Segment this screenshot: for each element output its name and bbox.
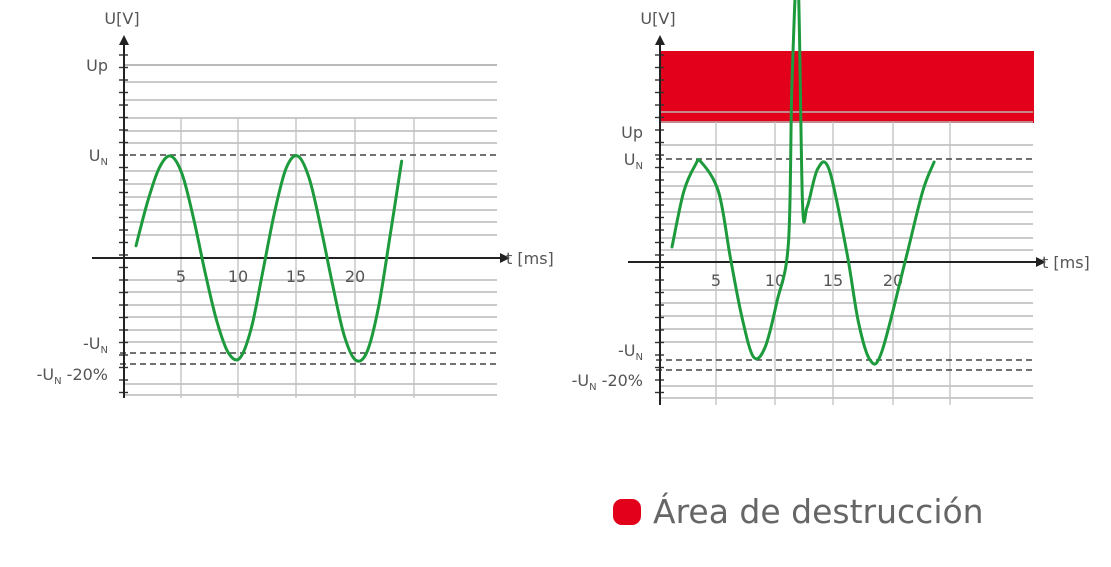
panel1-x-axis-label: t [ms] xyxy=(506,249,554,268)
panel1-x-tick-label: 15 xyxy=(286,267,306,286)
panel2-x-axis-arrow xyxy=(1036,257,1046,267)
panel1-level-label-minusUN20: -UN -20% xyxy=(37,365,108,387)
legend-swatch xyxy=(613,498,641,525)
panel2-level-label-Up: Up xyxy=(621,123,643,142)
legend-label: Área de destrucción xyxy=(653,492,984,531)
panel2-x-tick-label: 15 xyxy=(823,271,843,290)
panel1-level-label-UN: UN xyxy=(89,146,108,168)
panel1-x-tick-label: 20 xyxy=(345,267,365,286)
panel1-x-tick-label: 5 xyxy=(176,267,186,286)
panel1-level-label-Up: Up xyxy=(86,56,108,75)
panel2-level-label-UN: UN xyxy=(624,150,643,172)
panel2-level-label-minusUN20: -UN -20% xyxy=(572,371,643,393)
panel2-y-axis-arrow xyxy=(655,35,665,45)
panel2-level-label-minusUN: -UN xyxy=(618,341,643,363)
panel2-x-tick-label: 5 xyxy=(711,271,721,290)
legend: Área de destrucción xyxy=(613,492,984,531)
panel2-destruction-area xyxy=(660,51,1034,123)
panel1-level-label-minusUN: -UN xyxy=(83,334,108,356)
panel1-y-axis-arrow xyxy=(119,35,129,45)
panel1-y-axis-label: U[V] xyxy=(104,9,139,28)
panel2-series-line xyxy=(670,0,936,366)
panel1-x-axis-arrow xyxy=(500,253,510,263)
panel1-series-line xyxy=(134,154,404,363)
panel2-y-axis-label: U[V] xyxy=(640,9,675,28)
panel1-x-tick-label: 10 xyxy=(228,267,248,286)
panel2-x-axis-label: t [ms] xyxy=(1042,253,1090,272)
